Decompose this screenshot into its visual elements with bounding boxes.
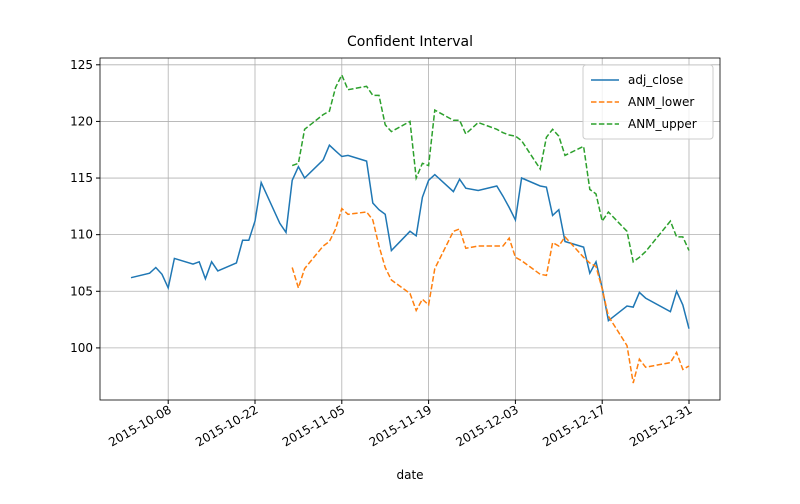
legend-label: adj_close xyxy=(628,73,683,87)
x-tick-label: 2015-11-05 xyxy=(280,402,347,449)
x-tick-label: 2015-10-22 xyxy=(193,402,260,449)
legend-box xyxy=(582,64,714,140)
chart-title: Confident Interval xyxy=(347,34,473,50)
data-line xyxy=(291,207,690,384)
legend-label: ANM_upper xyxy=(628,117,697,131)
x-axis-label: date xyxy=(396,468,423,482)
y-tick-label: 100 xyxy=(70,341,93,355)
y-tick-label: 105 xyxy=(70,284,93,298)
x-tick-label: 2015-12-31 xyxy=(627,402,694,449)
data-line xyxy=(291,73,690,264)
y-tick-label: 125 xyxy=(70,58,93,72)
y-tick-label: 115 xyxy=(70,171,93,185)
y-tick-label: 110 xyxy=(70,228,93,242)
plot-frame xyxy=(99,57,721,401)
x-tick-label: 2015-12-03 xyxy=(453,402,520,449)
legend-label: ANM_lower xyxy=(628,95,694,109)
x-tick-label: 2015-11-19 xyxy=(367,402,434,449)
y-tick-label: 120 xyxy=(70,114,93,128)
x-tick-label: 2015-12-17 xyxy=(540,402,607,449)
x-tick-label: 2015-10-08 xyxy=(106,402,173,449)
